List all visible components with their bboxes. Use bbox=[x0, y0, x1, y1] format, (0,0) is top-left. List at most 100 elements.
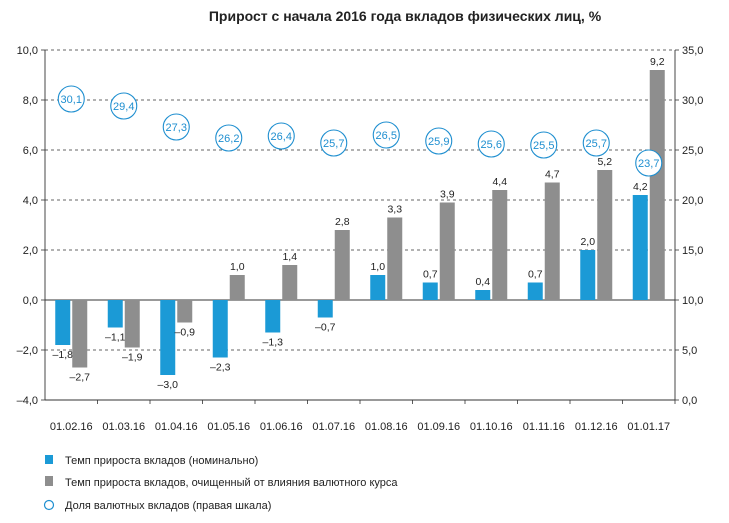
chart-title: Прирост с начала 2016 года вкладов физич… bbox=[209, 8, 602, 24]
data-label-nominal: 0,7 bbox=[423, 269, 438, 281]
bar-nominal bbox=[212, 300, 228, 358]
bubble-point bbox=[372, 121, 400, 149]
bar-adjusted bbox=[72, 300, 88, 368]
x-tick-label: 01.02.16 bbox=[50, 421, 93, 433]
bubble-label: 25,5 bbox=[533, 140, 554, 152]
x-tick-label: 01.07.16 bbox=[312, 421, 355, 433]
x-tick-label: 01.03.16 bbox=[102, 421, 145, 433]
x-tick-label: 01.10.16 bbox=[470, 421, 513, 433]
data-label-adjusted: 3,9 bbox=[440, 189, 455, 201]
y-right-tick-label: 25,0 bbox=[682, 145, 703, 157]
x-tick-label: 01.04.16 bbox=[155, 421, 198, 433]
y-left-tick-label: 10,0 bbox=[17, 45, 38, 57]
bubbles: 30,1 29,4 27,3 26,2 26,4 25,7 26,5 25,9 25,6 25,5… bbox=[57, 85, 663, 177]
bubble-label: 23,7 bbox=[638, 158, 659, 170]
bar-nominal bbox=[160, 300, 176, 375]
bubble-point bbox=[582, 129, 610, 157]
bar-adjusted bbox=[544, 182, 560, 300]
data-label-nominal: 0,7 bbox=[528, 269, 543, 281]
bar-adjusted bbox=[282, 265, 298, 300]
gridlines bbox=[45, 49, 675, 351]
x-tick-label: 01.06.16 bbox=[260, 421, 303, 433]
y-right-tick-label: 30,0 bbox=[682, 95, 703, 107]
y-right-tick-label: 0,0 bbox=[682, 395, 697, 407]
legend: Темп прироста вкладов (номинально) Темп … bbox=[43, 455, 398, 512]
bar-adjusted bbox=[439, 202, 455, 300]
bubble-point bbox=[110, 92, 138, 120]
y-right-tick-label: 20,0 bbox=[682, 195, 703, 207]
bar-nominal bbox=[107, 300, 123, 328]
y-left-tick-label: –4,0 bbox=[17, 395, 38, 407]
bar-nominal bbox=[55, 300, 71, 345]
y-left-tick-label: 6,0 bbox=[23, 145, 38, 157]
data-label-nominal: 4,2 bbox=[633, 181, 648, 193]
bubble-point bbox=[425, 127, 453, 155]
y-right-tick-label: 5,0 bbox=[682, 345, 697, 357]
data-label-adjusted: 1,4 bbox=[282, 251, 297, 263]
y-right-tick-label: 10,0 bbox=[682, 295, 703, 307]
axes: –4,0 –2,0 0,0 2,0 4,0 6,0 8,0 10,0 0,0 5,0 10,0 15,… bbox=[17, 45, 704, 407]
bar-adjusted bbox=[177, 300, 193, 323]
bar-adjusted bbox=[334, 230, 350, 300]
bar-nominal bbox=[580, 250, 596, 300]
data-label-nominal: 0,4 bbox=[475, 276, 490, 288]
bar-nominal bbox=[422, 282, 438, 300]
data-label-adjusted: –0,9 bbox=[175, 327, 196, 339]
x-tick-label: 01.01.17 bbox=[627, 421, 670, 433]
bar-nominal bbox=[317, 300, 333, 318]
bubble-point bbox=[320, 129, 348, 157]
bubble-label: 30,1 bbox=[61, 94, 82, 106]
bar-nominal bbox=[370, 275, 386, 300]
data-label-adjusted: 9,2 bbox=[650, 56, 665, 68]
legend-swatch-bubble bbox=[43, 499, 55, 511]
bubble-label: 25,6 bbox=[481, 139, 502, 151]
bubble-label: 25,7 bbox=[323, 138, 344, 150]
legend-swatch-nominal bbox=[45, 455, 53, 464]
bubble-label: 26,4 bbox=[271, 131, 292, 143]
data-label-nominal: –1,8 bbox=[53, 349, 74, 361]
y-left-tick-label: 8,0 bbox=[23, 95, 38, 107]
bubble-label: 25,7 bbox=[586, 138, 607, 150]
bubble-label: 29,4 bbox=[113, 101, 134, 113]
bar-nominal bbox=[527, 282, 543, 300]
data-label-nominal: –2,3 bbox=[210, 362, 231, 374]
data-label-nominal: –3,0 bbox=[158, 379, 179, 391]
legend-label-nominal: Темп прироста вкладов (номинально) bbox=[65, 455, 258, 467]
bar-nominal bbox=[475, 290, 491, 300]
bubble-point bbox=[530, 131, 558, 159]
bar-adjusted bbox=[387, 217, 403, 300]
bubble-point bbox=[635, 149, 663, 177]
data-label-nominal: –1,3 bbox=[263, 337, 284, 349]
bubble-point bbox=[215, 124, 243, 152]
y-left-tick-label: –2,0 bbox=[17, 345, 38, 357]
legend-swatch-adjusted bbox=[45, 476, 53, 486]
x-tick-label: 01.12.16 bbox=[575, 421, 618, 433]
bar-adjusted bbox=[649, 70, 665, 300]
data-label-nominal: 2,0 bbox=[580, 236, 595, 248]
data-label-nominal: –1,1 bbox=[105, 332, 126, 344]
bubble-label: 27,3 bbox=[166, 122, 187, 134]
bar-adjusted bbox=[597, 170, 613, 300]
y-right-tick-label: 15,0 bbox=[682, 245, 703, 257]
bubble-point bbox=[162, 113, 190, 141]
bar-adjusted bbox=[124, 300, 140, 348]
data-label-adjusted: 3,3 bbox=[387, 204, 402, 216]
bar-nominal bbox=[632, 195, 648, 300]
y-left-tick-label: 2,0 bbox=[23, 245, 38, 257]
x-tick-labels: 01.02.16 01.03.16 01.04.16 01.05.16 01.06.16… bbox=[50, 421, 670, 433]
data-label-adjusted: 1,0 bbox=[230, 261, 245, 273]
data-label-adjusted: 4,4 bbox=[492, 176, 507, 188]
data-label-adjusted: 2,8 bbox=[335, 216, 350, 228]
bar-adjusted bbox=[229, 275, 245, 300]
x-tick-label: 01.05.16 bbox=[207, 421, 250, 433]
y-left-tick-label: 0,0 bbox=[23, 295, 38, 307]
data-label-adjusted: 5,2 bbox=[597, 156, 612, 168]
y-left-tick-label: 4,0 bbox=[23, 195, 38, 207]
legend-label-adjusted: Темп прироста вкладов, очищенный от влия… bbox=[65, 477, 398, 489]
x-tick-label: 01.08.16 bbox=[365, 421, 408, 433]
bubble-label: 25,9 bbox=[428, 136, 449, 148]
bubble-point bbox=[477, 130, 505, 158]
bubble-label: 26,2 bbox=[218, 133, 239, 145]
bubble-point bbox=[57, 85, 85, 113]
